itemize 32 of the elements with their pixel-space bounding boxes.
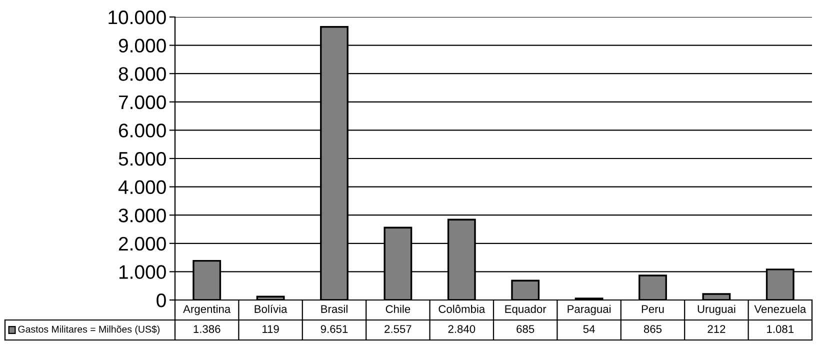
y-tick-label: 2.000 [118, 236, 166, 251]
data-label: 9.651 [320, 325, 348, 333]
x-tick-label: Paraguai [568, 304, 611, 316]
y-tick-label: 10.000 [108, 10, 166, 24]
data-label: 1.386 [194, 325, 220, 333]
data-label: 685 [516, 325, 534, 333]
x-tick-label: Peru [642, 305, 664, 313]
y-tick-label: 6.000 [119, 124, 166, 138]
x-tick-label: Chile [386, 304, 410, 313]
y-tick-label: 9.000 [118, 38, 166, 53]
data-label: 212 [708, 325, 726, 333]
x-tick-label: Venezuela [754, 304, 806, 313]
data-label: 2.557 [384, 325, 412, 333]
y-tick-label: 4.000 [118, 180, 166, 194]
y-tick-label: 8.000 [118, 67, 166, 81]
y-tick-label: 7.000 [119, 95, 166, 110]
data-label: 2.840 [448, 325, 476, 333]
x-tick-label: Equador [505, 304, 546, 316]
x-tick-label: Bolívia [254, 304, 288, 313]
y-tick-label: 1.000 [119, 265, 166, 279]
legend-label: Gastos Militares = Milhões (US$) [18, 325, 160, 335]
x-tick-label: Argentina [183, 304, 231, 316]
x-tick-label: Colômbia [438, 304, 486, 313]
data-label: 1.081 [767, 325, 794, 333]
data-label: 865 [644, 325, 662, 333]
y-tick-label: 5.000 [118, 152, 166, 166]
x-tick-label: Uruguai [698, 304, 736, 316]
y-tick-label: 0 [156, 293, 166, 308]
x-tick-label: Brasil [321, 304, 348, 313]
data-label: 54 [583, 325, 595, 333]
y-tick-label: 3.000 [118, 208, 166, 222]
data-label: 119 [262, 325, 279, 333]
